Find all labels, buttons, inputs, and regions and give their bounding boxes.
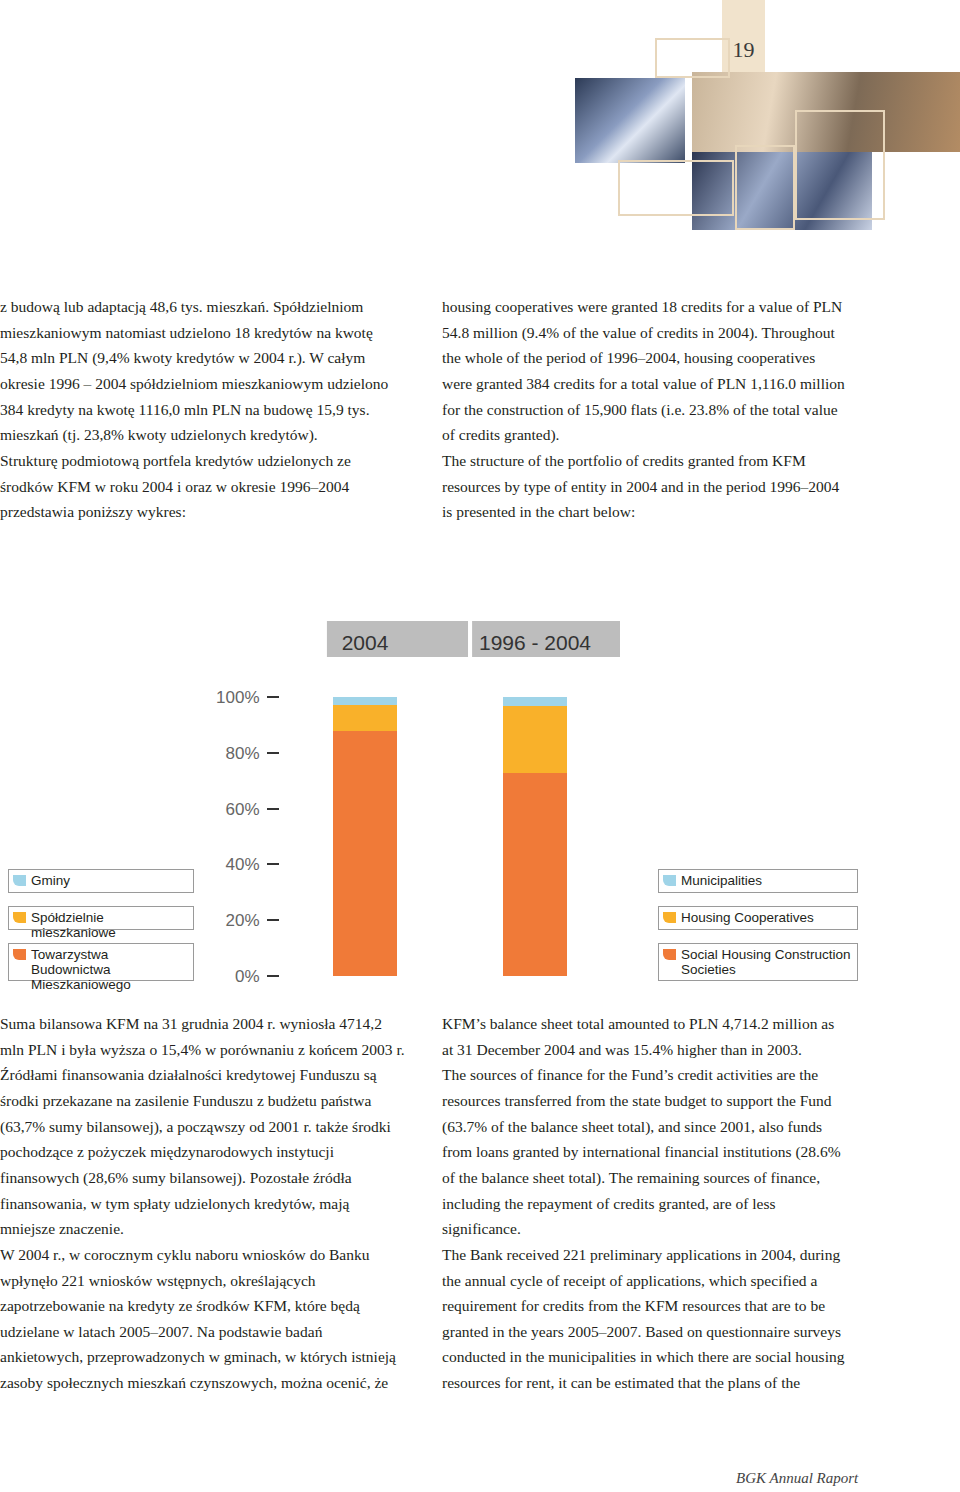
- html-text:Suma bilansowa KFM na 31 grudn: Suma bilansowa KFM na 31 grudnia 2004 r.…: [0, 1015, 382, 1032]
- html-text:Social Housing Construction So: Social Housing Construction Societies: [681, 947, 851, 977]
- html-text:finansowania, w tym spłaty udz: finansowania, w tym spłaty udzielonych k…: [0, 1194, 350, 1212]
- html-text:54,8 mln PLN (9,4% kwoty kredy: 54,8 mln PLN (9,4% kwoty kredytów w 2004…: [0, 349, 366, 367]
- html-text:were granted 384 credits for a: were granted 384 credits for a total val…: [442, 374, 845, 392]
- html-text:mieszkaniowym natomiast udziel: mieszkaniowym natomiast udzielono 18 kre…: [0, 323, 373, 341]
- html-text:resources transferred from the: resources transferred from the state bud…: [442, 1091, 832, 1109]
- svg-text:0%: 0%: [235, 967, 260, 986]
- svg-text:2004: 2004: [342, 631, 389, 654]
- svg-text:1996 - 2004: 1996 - 2004: [479, 631, 591, 654]
- html-text:including the repayment of cre: including the repayment of credits grant…: [442, 1194, 776, 1212]
- svg-text:100%: 100%: [216, 688, 259, 707]
- html-text:udzielane w latach 2005–2007.: udzielane w latach 2005–2007. Na podstaw…: [0, 1322, 323, 1340]
- html-text:Housing Cooperatives: Housing Cooperatives: [681, 910, 814, 925]
- html-text:Źródłami finansowania działaln: Źródłami finansowania działalności kredy…: [0, 1066, 377, 1084]
- html-text:zasoby społecznych mieszkań cz: zasoby społecznych mieszkań czynszowych,…: [0, 1374, 389, 1392]
- html-text:mniejsze znaczenie.: mniejsze znaczenie.: [0, 1220, 124, 1238]
- svg-text:20%: 20%: [226, 911, 260, 930]
- html-text:resources for rent, it can be: resources for rent, it can be estimated …: [442, 1374, 801, 1392]
- html-text:19: 19: [732, 37, 755, 62]
- svg-text:60%: 60%: [226, 800, 260, 819]
- html-text:Spółdzielnie mieszkaniowe: Spółdzielnie mieszkaniowe: [31, 910, 116, 940]
- html-text:ankietowych, przeprowadzonych: ankietowych, przeprowadzonych w gminach,…: [0, 1348, 396, 1366]
- html-text:wpłynęło 221 wniosków wstępnyc: wpłynęło 221 wniosków wstępnych, określa…: [0, 1271, 316, 1289]
- html-text:resources by type of entity in: resources by type of entity in 2004 and …: [442, 477, 840, 495]
- html-text:the annual cycle of receipt of: the annual cycle of receipt of applicati…: [442, 1271, 818, 1289]
- svg-text:40%: 40%: [226, 855, 260, 874]
- html-text:Gminy: Gminy: [31, 873, 70, 888]
- html-text:środki przekazane na zasilenie: środki przekazane na zasilenie Funduszu …: [0, 1091, 372, 1109]
- html-text:the whole of the period of 199: the whole of the period of 1996–2004, ho…: [442, 349, 816, 367]
- html-text:przedstawia poniższy wykres:: przedstawia poniższy wykres:: [0, 503, 186, 521]
- html-text:The sources of finance for the: The sources of finance for the Fund’s cr…: [442, 1066, 819, 1084]
- html-text:okresie 1996 – 2004 spółdzieln: okresie 1996 – 2004 spółdzielniom mieszk…: [0, 374, 389, 392]
- html-text:54.8 million (9.4% of the valu: 54.8 million (9.4% of the value of credi…: [442, 323, 835, 341]
- html-text:of the balance sheet total). T: of the balance sheet total). The remaini…: [442, 1168, 820, 1186]
- html-text:Strukturę podmiotową portfela: Strukturę podmiotową portfela kredytów u…: [0, 451, 351, 469]
- html-text:significance.: significance.: [442, 1220, 521, 1238]
- html-text:z budową lub adaptacją 48,6 ty: z budową lub adaptacją 48,6 tys. mieszka…: [0, 298, 364, 315]
- html-text:granted in the years 2005–2007: granted in the years 2005–2007. Based on…: [442, 1322, 841, 1340]
- html-text:(63.7% of the balance sheet to: (63.7% of the balance sheet total), and …: [442, 1117, 823, 1135]
- html-text:housing cooperatives were gran: housing cooperatives were granted 18 cre…: [442, 298, 843, 315]
- html-text:W 2004 r., w corocznym cyklu n: W 2004 r., w corocznym cyklu naboru wnio…: [0, 1245, 370, 1263]
- html-text:The Bank received 221 prelimin: The Bank received 221 preliminary applic…: [442, 1245, 841, 1263]
- html-text:Municipalities: Municipalities: [681, 873, 762, 888]
- svg-text:80%: 80%: [226, 744, 260, 763]
- html-text:is presented in the chart belo: is presented in the chart below:: [442, 503, 636, 521]
- html-text:requirement for credits from t: requirement for credits from the KFM res…: [442, 1297, 826, 1315]
- html-text:BGK Annual Raport: BGK Annual Raport: [736, 1470, 859, 1486]
- html-text:of credits granted).: of credits granted).: [442, 426, 560, 444]
- html-text:for the construction of 15,900: for the construction of 15,900 flats (i.…: [442, 400, 838, 418]
- html-text:środków KFM w roku 2004 i oraz: środków KFM w roku 2004 i oraz w okresie…: [0, 477, 350, 495]
- html-text:mln PLN i była wyższa o 15,4%: mln PLN i była wyższa o 15,4% w porównan…: [0, 1040, 405, 1058]
- html-text:from loans granted by internat: from loans granted by international fina…: [442, 1143, 841, 1161]
- html-text:conducted in the municipalitie: conducted in the municipalities in which…: [442, 1348, 845, 1366]
- html-text:zapotrzebowanie na kredyty ze: zapotrzebowanie na kredyty ze środków KF…: [0, 1297, 360, 1315]
- html-text:384 kredyty na kwotę 1116,0 ml: 384 kredyty na kwotę 1116,0 mln PLN na b…: [0, 400, 370, 418]
- html-text:KFM’s balance sheet total amou: KFM’s balance sheet total amounted to PL…: [442, 1015, 835, 1032]
- html-text:at 31 December 2004 and was 15: at 31 December 2004 and was 15.4% higher…: [442, 1040, 802, 1058]
- html-text:Towarzystwa Budownictwa Mieszk: Towarzystwa Budownictwa Mieszkaniowego: [31, 947, 131, 992]
- html-text:pochodzące z pożyczek międzyna: pochodzące z pożyczek międzynarodowych i…: [0, 1143, 334, 1161]
- html-text:The structure of the portfolio: The structure of the portfolio of credit…: [442, 451, 806, 469]
- html-text:mieszkań (tj. 23,8% kwoty udzi: mieszkań (tj. 23,8% kwoty udzielonych kr…: [0, 426, 318, 444]
- html-text:(63,7% sumy bilansowej), a poc: (63,7% sumy bilansowej), a począwszy od …: [0, 1117, 391, 1135]
- html-text:finansowych (28,6% sumy bilans: finansowych (28,6% sumy bilansowej). Poz…: [0, 1168, 352, 1186]
